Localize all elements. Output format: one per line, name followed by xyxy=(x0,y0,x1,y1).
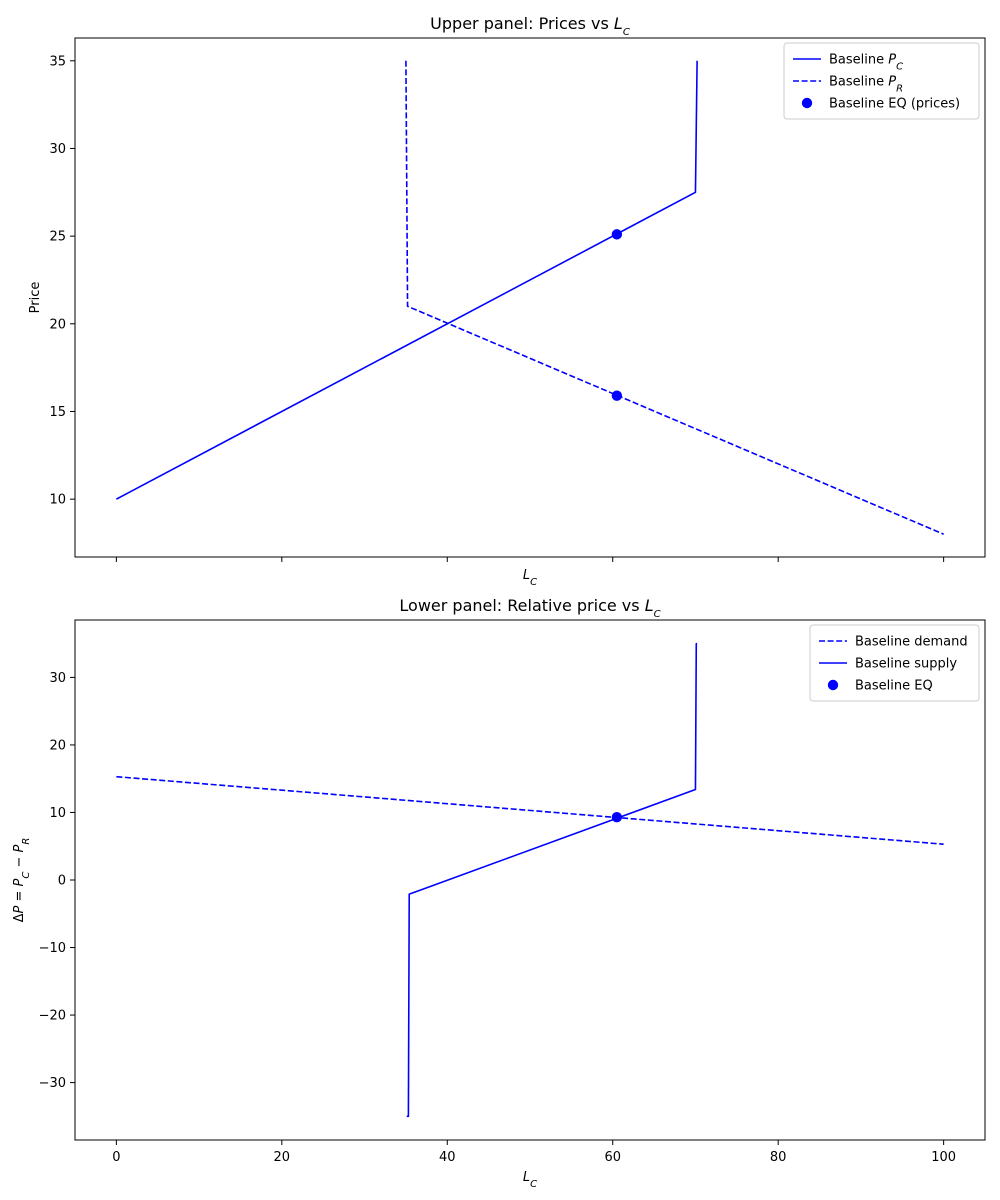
y-tick-label: 20 xyxy=(49,738,66,753)
legend-dot-swatch xyxy=(801,97,813,109)
y-tick-label: 20 xyxy=(49,317,66,332)
x-tick-label: 100 xyxy=(931,1150,956,1165)
legend-label: Baseline EQ xyxy=(855,679,933,694)
y-tick-label: 35 xyxy=(49,54,66,69)
y-tick-label: 30 xyxy=(49,142,66,157)
y-axis-label: Price xyxy=(28,282,43,314)
legend: Baseline demand Baseline supply Baseline E… xyxy=(809,624,980,702)
y-tick-label: −20 xyxy=(39,1009,66,1024)
legend-box xyxy=(809,624,980,702)
y-tick-label: 10 xyxy=(49,806,66,821)
y-tick-label: 30 xyxy=(49,671,66,686)
x-axis-label: LC xyxy=(523,568,537,588)
legend-label: Baseline EQ (prices) xyxy=(829,97,960,112)
y-tick-label: −30 xyxy=(39,1076,66,1091)
legend-dot-swatch xyxy=(827,679,839,691)
x-tick-label: 20 xyxy=(274,1150,291,1165)
series-line-baseline-p-c xyxy=(115,60,698,500)
y-tick-label: −10 xyxy=(39,941,66,956)
data-area xyxy=(116,642,944,1118)
y-tick-label: 25 xyxy=(49,230,66,245)
legend-label: Baseline PR xyxy=(829,75,903,95)
legend-label: Baseline demand xyxy=(855,635,968,650)
axes-frame xyxy=(74,37,986,558)
y-tick-label: 0 xyxy=(58,874,66,889)
legend-box xyxy=(783,42,980,120)
series-line-baseline-p-r xyxy=(405,60,944,535)
x-tick-label: 0 xyxy=(112,1150,120,1165)
legend-label: Baseline PC xyxy=(829,53,903,73)
equilibrium-point xyxy=(611,811,623,823)
y-tick-label: 15 xyxy=(49,405,66,420)
panel-1: Upper panel: Prices vs LC 10 15 20 25 30 35 LC P… xyxy=(28,14,986,588)
series-line-baseline-supply xyxy=(406,642,698,1118)
y-axis-label: ΔP = PC − PR xyxy=(12,838,32,923)
panel-title: Upper panel: Prices vs LC xyxy=(430,14,630,38)
equilibrium-point xyxy=(611,229,623,240)
data-area xyxy=(115,60,944,535)
panel-2: Lower panel: Relative price vs LC 0 20 40 60… xyxy=(12,596,986,1190)
x-axis-label: LC xyxy=(523,1170,537,1190)
equilibrium-point xyxy=(611,390,623,401)
x-tick-label: 60 xyxy=(604,1150,621,1165)
series-line-baseline-demand xyxy=(116,775,944,846)
x-tick-label: 40 xyxy=(439,1150,456,1165)
panel-title: Lower panel: Relative price vs LC xyxy=(399,596,660,620)
y-tick-label: 10 xyxy=(49,493,66,508)
x-tick-label: 80 xyxy=(770,1150,787,1165)
legend-label: Baseline supply xyxy=(855,657,957,672)
